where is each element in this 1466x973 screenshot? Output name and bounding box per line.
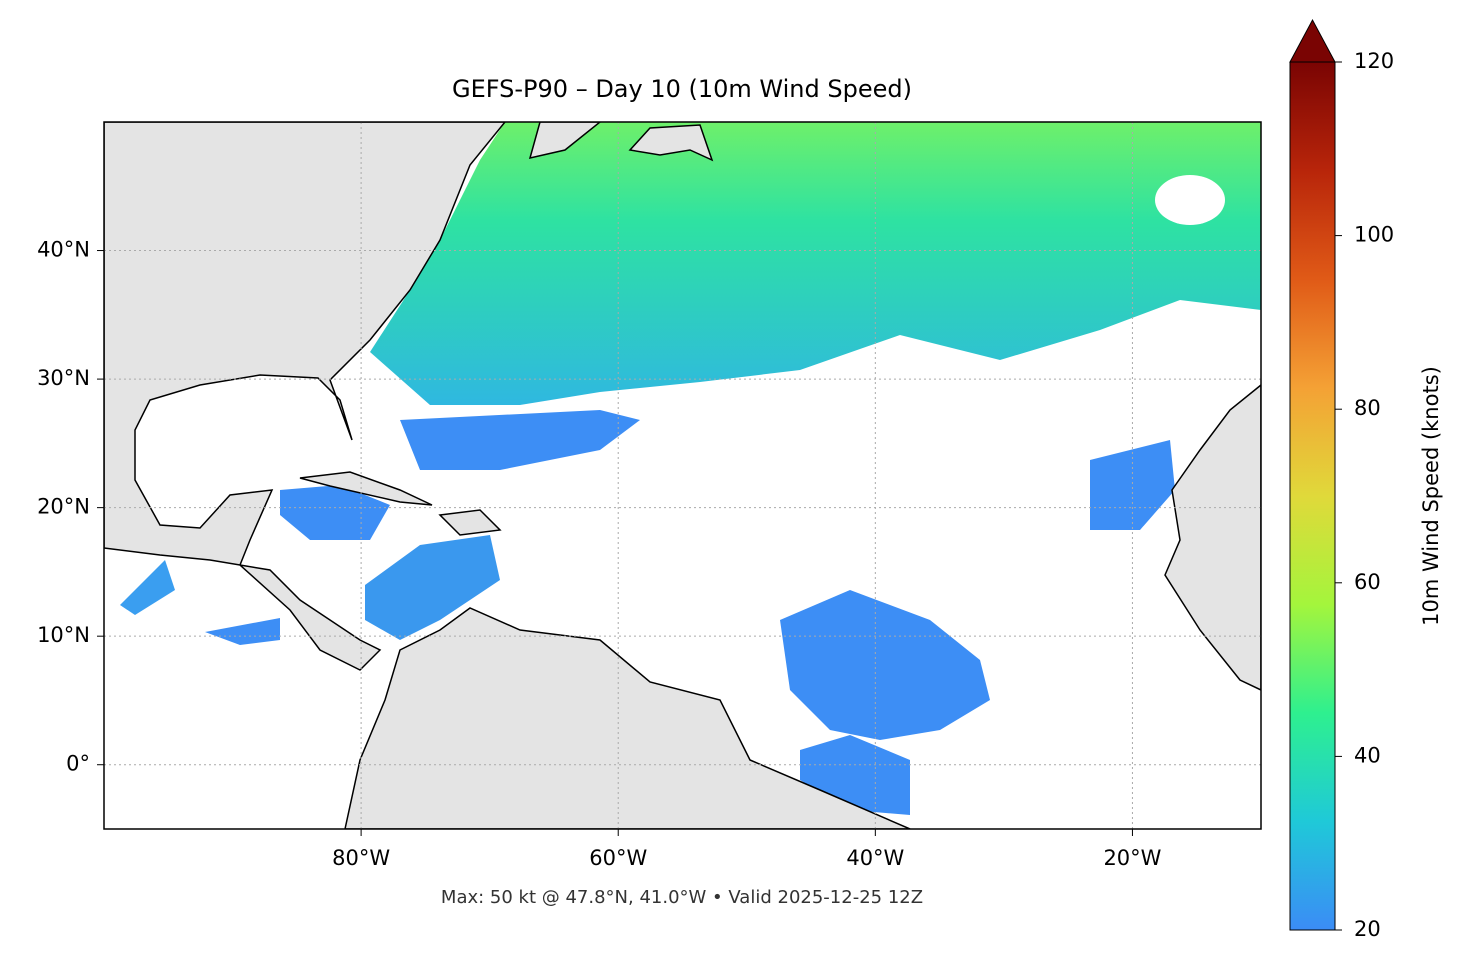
- colorbar-tick-label: 80: [1354, 396, 1381, 420]
- wind-field: [120, 122, 1261, 815]
- y-tick-label: 40°N: [37, 238, 90, 262]
- map-title: GEFS-P90 – Day 10 (10m Wind Speed): [452, 75, 912, 103]
- x-tick-label: 20°W: [1103, 846, 1161, 870]
- map-note: Max: 50 kt @ 47.8°N, 41.0°W • Valid 2025…: [441, 887, 923, 908]
- y-tick-label: 30°N: [37, 366, 90, 390]
- x-tick-label: 40°W: [846, 846, 904, 870]
- y-tick-label: 20°N: [37, 495, 90, 519]
- colorbar-tick-label: 20: [1354, 917, 1381, 941]
- colorbar-extend: [1289, 18, 1336, 63]
- colorbar-tick-label: 40: [1354, 743, 1381, 767]
- y-tick-label: 0°: [66, 752, 90, 776]
- colorbar-tick-label: 120: [1354, 49, 1394, 73]
- map-frame: [103, 121, 1262, 830]
- colorbar-label: 10m Wind Speed (knots): [1419, 366, 1443, 626]
- x-tick-label: 60°W: [589, 846, 647, 870]
- colorbar: [1289, 61, 1336, 931]
- y-tick-label: 10°N: [37, 623, 90, 647]
- land: [104, 122, 1261, 829]
- colorbar-tick-label: 60: [1354, 570, 1381, 594]
- x-tick-label: 80°W: [332, 846, 390, 870]
- colorbar-tick-label: 100: [1354, 223, 1394, 247]
- map-area: [104, 122, 1261, 829]
